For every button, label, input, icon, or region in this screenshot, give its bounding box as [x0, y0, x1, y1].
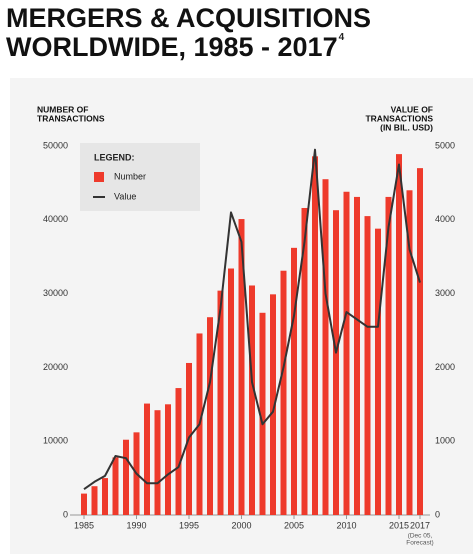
y2-tick-label: 3000 [435, 288, 455, 298]
bar [259, 312, 266, 515]
bar [102, 478, 108, 515]
x-tick-note: (Dec 05, [408, 533, 433, 540]
y2-axis-label: VALUE OF [391, 104, 433, 114]
bar [396, 154, 402, 516]
bar [112, 457, 119, 515]
bar [154, 410, 161, 515]
bar [217, 290, 224, 515]
title-footnote: 4 [339, 32, 345, 43]
bar [123, 439, 129, 515]
legend-swatch [94, 172, 104, 182]
bar [144, 403, 150, 515]
x-tick-label: 2015 [389, 520, 409, 530]
y-axis-label: NUMBER OF [37, 104, 88, 114]
bar [312, 156, 318, 515]
bar [417, 168, 423, 515]
bar [322, 179, 329, 515]
x-tick-label: 1985 [74, 520, 94, 530]
bar [91, 486, 98, 515]
x-tick-label: 2000 [231, 520, 251, 530]
x-tick-label: 2005 [284, 520, 304, 530]
y2-tick-label: 0 [435, 509, 440, 519]
bar [165, 404, 171, 515]
y-tick-label: 40000 [43, 214, 68, 224]
y2-tick-label: 5000 [435, 140, 455, 150]
y-tick-label: 0 [63, 509, 68, 519]
bar [354, 196, 360, 515]
plot: 0 10000 20000 30000 40000 50000 0 1000 2000 3000 4… [43, 140, 455, 546]
bar [375, 228, 381, 515]
bar [249, 285, 255, 515]
bar [270, 294, 276, 515]
bar [228, 268, 234, 515]
chart-title: MERGERS & ACQUISITIONS [6, 3, 371, 33]
y2-axis-label: (IN BIL. USD) [380, 122, 433, 132]
bar [343, 191, 350, 516]
bar [301, 207, 308, 515]
bar [238, 219, 245, 515]
bar [406, 190, 413, 515]
y-tick-label: 20000 [43, 362, 68, 372]
chart-title: WORLDWIDE, 1985 - 2017 [6, 32, 338, 62]
y-tick-label: 10000 [43, 436, 68, 446]
bar [175, 388, 182, 515]
bar [291, 247, 297, 515]
legend-label: Number [114, 171, 146, 181]
y2-tick-label: 1000 [435, 436, 455, 446]
y-tick-label: 50000 [43, 140, 68, 150]
legend-label: Value [114, 191, 136, 201]
x-tick-label: 1990 [126, 520, 146, 530]
y2-axis-label: TRANSACTIONS [365, 113, 433, 123]
bar [364, 216, 371, 516]
x-tick-label: 1995 [179, 520, 199, 530]
y2-tick-label: 4000 [435, 214, 455, 224]
bar [280, 270, 287, 515]
bar [207, 317, 213, 515]
y2-tick-label: 2000 [435, 362, 455, 372]
bar [333, 210, 339, 515]
y-axis-label: TRANSACTIONS [37, 113, 105, 123]
bar [385, 196, 392, 515]
bar [81, 493, 87, 515]
value-line [83, 148, 421, 490]
legend-title: LEGEND: [94, 152, 135, 162]
y-tick-label: 30000 [43, 288, 68, 298]
x-tick-label: 2010 [336, 520, 356, 530]
x-tick-note: Forecast) [406, 540, 433, 547]
x-tick-label: 2017 [410, 520, 430, 530]
